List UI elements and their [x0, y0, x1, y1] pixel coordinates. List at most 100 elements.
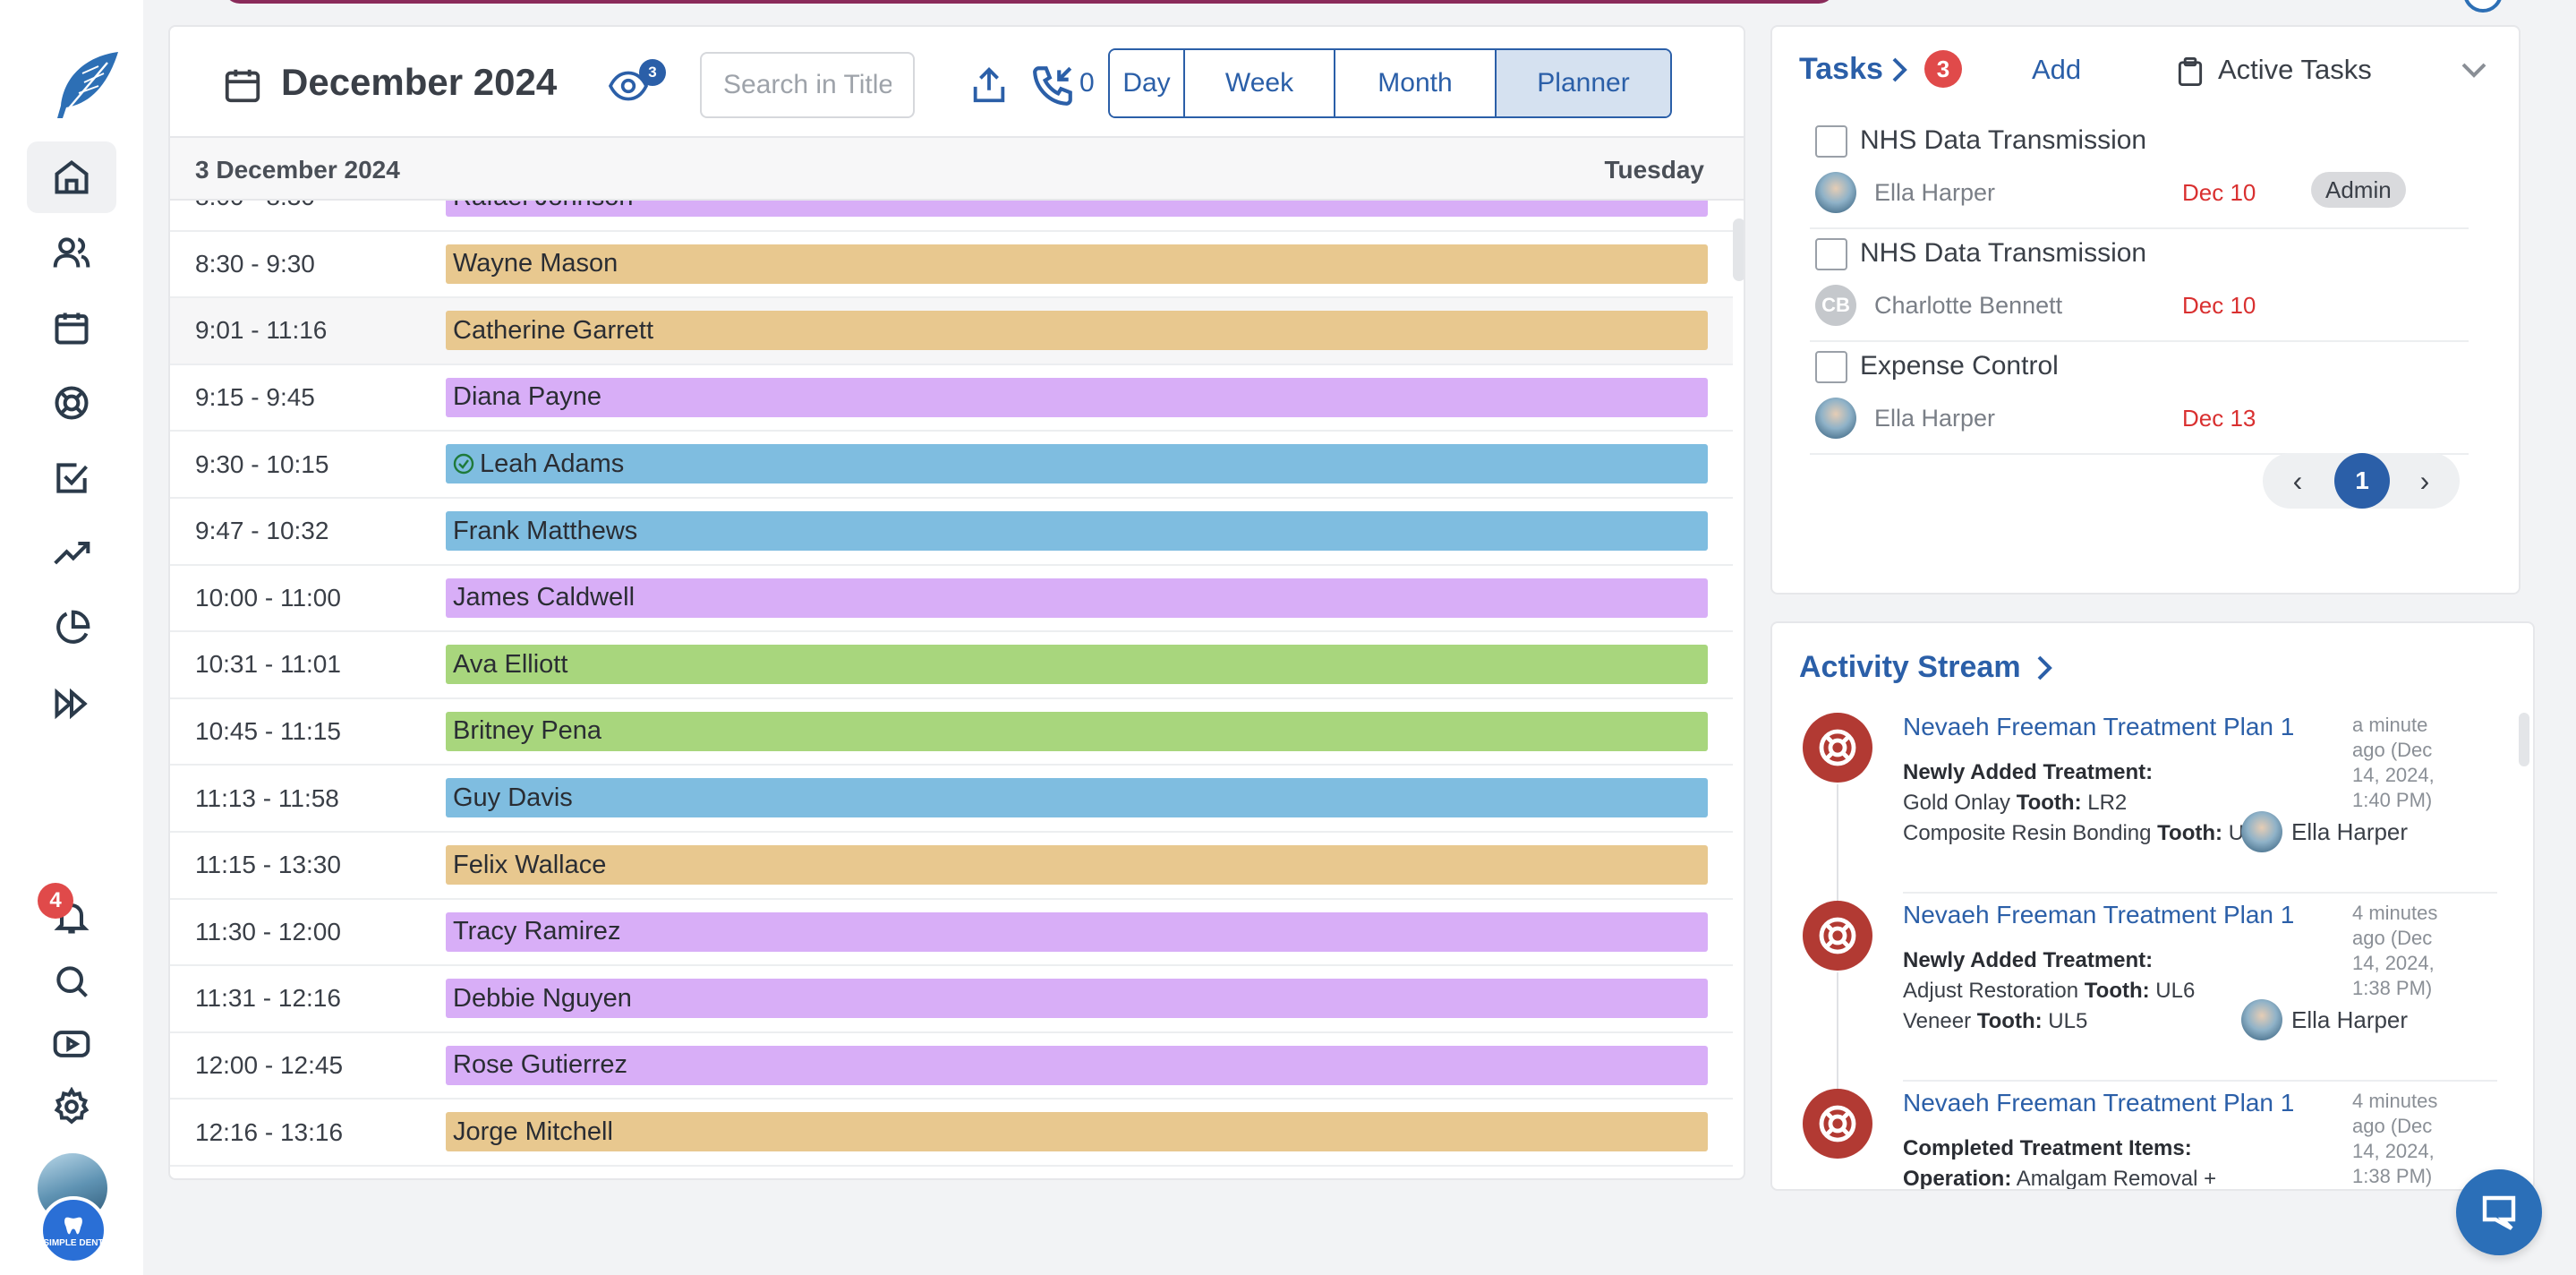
- divider: [1903, 892, 2497, 894]
- appointment-bar[interactable]: Jorge Mitchell: [446, 1112, 1708, 1152]
- page-number[interactable]: 1: [2334, 453, 2390, 509]
- activity-link[interactable]: Nevaeh Freeman Treatment Plan 1: [1903, 1089, 2295, 1117]
- nav-calendar[interactable]: [27, 292, 116, 364]
- activity-link[interactable]: Nevaeh Freeman Treatment Plan 1: [1903, 901, 2295, 928]
- appointment-row[interactable]: 8:00 - 8:30 Rafael Johnson: [170, 201, 1733, 232]
- appointment-row[interactable]: 11:13 - 11:58 Guy Davis: [170, 766, 1733, 833]
- appointment-bar[interactable]: James Caldwell: [446, 578, 1708, 618]
- chevron-left-icon[interactable]: ‹: [2292, 464, 2303, 497]
- appointment-bar[interactable]: Rafael Johnson: [446, 201, 1708, 217]
- task-name: NHS Data Transmission: [1860, 238, 2147, 268]
- appointment-row[interactable]: 9:47 - 10:32 Frank Matthews: [170, 499, 1733, 566]
- appointment-bar[interactable]: Tracy Ramirez: [446, 911, 1708, 952]
- task-checkbox[interactable]: [1815, 238, 1847, 270]
- chevron-right-icon[interactable]: [1890, 57, 1908, 82]
- chat-button[interactable]: [2456, 1169, 2542, 1255]
- chevron-right-icon[interactable]: ›: [2419, 464, 2430, 497]
- appointment-row[interactable]: 9:30 - 10:15 Leah Adams: [170, 432, 1733, 499]
- appointment-time: 9:15 - 9:45: [195, 383, 315, 412]
- patient-name: Jorge Mitchell: [453, 1117, 613, 1146]
- view-week-button[interactable]: Week: [1183, 50, 1334, 116]
- appointment-time: 9:01 - 11:16: [195, 316, 328, 345]
- view-planner-button[interactable]: Planner: [1495, 50, 1670, 116]
- appointment-bar[interactable]: Britney Pena: [446, 711, 1708, 751]
- appointment-row[interactable]: 10:31 - 11:01 Ava Elliott: [170, 632, 1733, 699]
- call-count: 0: [1079, 68, 1095, 98]
- task-item[interactable]: NHS Data Transmission Ella Harper Dec 10 Ad…: [1810, 116, 2469, 229]
- appointment-bar[interactable]: Debbie Nguyen: [446, 979, 1708, 1019]
- appointment-bar[interactable]: Guy Davis: [446, 778, 1708, 818]
- view-day-button[interactable]: Day: [1110, 50, 1183, 116]
- visible-count-badge: 3: [639, 59, 666, 86]
- users-icon: [53, 237, 90, 268]
- appointment-row[interactable]: 10:00 - 11:00 James Caldwell: [170, 566, 1733, 633]
- nav-support[interactable]: [27, 367, 116, 439]
- top-bar-fragment: [224, 0, 1835, 4]
- nav-videos[interactable]: [27, 1008, 116, 1080]
- trending-icon: [54, 541, 90, 565]
- eye-icon[interactable]: [609, 68, 648, 104]
- task-checkbox[interactable]: [1815, 351, 1847, 383]
- appointment-row[interactable]: 11:31 - 12:16 Debbie Nguyen: [170, 966, 1733, 1033]
- appointment-time: 11:13 - 11:58: [195, 783, 339, 812]
- appointment-bar[interactable]: Wayne Mason: [446, 244, 1708, 284]
- view-month-button[interactable]: Month: [1334, 50, 1495, 116]
- appointment-row[interactable]: 12:00 - 12:45 Rose Gutierrez: [170, 1033, 1733, 1100]
- appointment-bar[interactable]: Ava Elliott: [446, 645, 1708, 685]
- appointment-time: 11:30 - 12:00: [195, 917, 341, 946]
- activity-time: a minute ago (Dec 14, 2024, 1:40 PM): [2352, 714, 2435, 811]
- upload-icon[interactable]: [968, 64, 1010, 106]
- appointment-bar[interactable]: Catherine Garrett: [446, 311, 1708, 351]
- appointment-row[interactable]: 12:16 - 13:16 Jorge Mitchell: [170, 1100, 1733, 1167]
- nav-analytics[interactable]: [27, 593, 116, 664]
- task-item[interactable]: NHS Data Transmission CB Charlotte Bennett…: [1810, 229, 2469, 342]
- nav-home[interactable]: [27, 141, 116, 213]
- chevron-down-icon[interactable]: [2461, 61, 2486, 79]
- appointment-row[interactable]: 9:01 - 11:16 Catherine Garrett: [170, 298, 1733, 365]
- patient-name: Leah Adams: [480, 449, 625, 478]
- calendar-header: December 2024 3 0 Day Week Month Planner: [170, 27, 1744, 136]
- chevron-right-icon[interactable]: [2035, 655, 2053, 680]
- task-checkbox[interactable]: [1815, 125, 1847, 158]
- calendar-scrollbar[interactable]: [1733, 218, 1744, 281]
- patient-name: Felix Wallace: [453, 850, 607, 879]
- task-pagination: ‹ 1 ›: [2263, 453, 2460, 509]
- tasks-title[interactable]: Tasks: [1799, 52, 1883, 86]
- activity-link[interactable]: Nevaeh Freeman Treatment Plan 1: [1903, 713, 2295, 740]
- timeline-line: [1837, 784, 1838, 901]
- search-input[interactable]: [700, 52, 915, 118]
- appointment-row[interactable]: 8:30 - 9:30 Wayne Mason: [170, 232, 1733, 299]
- activity-title[interactable]: Activity Stream: [1799, 650, 2021, 684]
- nav-tasks[interactable]: [27, 442, 116, 514]
- appointment-row[interactable]: 11:15 - 13:30 Felix Wallace: [170, 833, 1733, 900]
- appointment-bar[interactable]: Diana Payne: [446, 377, 1708, 417]
- activity-panel: Activity Stream Nevaeh Freeman Treatment…: [1770, 621, 2535, 1191]
- nav-search[interactable]: [27, 946, 116, 1017]
- task-item[interactable]: Expense Control Ella Harper Dec 13: [1810, 342, 2469, 455]
- incoming-call-icon[interactable]: [1031, 63, 1076, 107]
- day-header: 3 December 2024 Tuesday: [170, 136, 1744, 201]
- appointment-row[interactable]: 10:45 - 11:15 Britney Pena: [170, 699, 1733, 766]
- patient-name: Frank Matthews: [453, 516, 638, 545]
- nav-reports[interactable]: [27, 518, 116, 589]
- activity-item: Nevaeh Freeman Treatment Plan 1 a minute …: [1803, 713, 2501, 901]
- fast-forward-icon: [55, 688, 88, 720]
- add-task-button[interactable]: Add: [2032, 54, 2082, 85]
- task-due-date: Dec 10: [2182, 292, 2256, 319]
- activity-scrollbar[interactable]: [2519, 713, 2529, 766]
- activity-heading: Completed Treatment Items:: [1903, 1136, 2192, 1160]
- nav-users[interactable]: [27, 217, 116, 288]
- appointment-bar[interactable]: Rose Gutierrez: [446, 1045, 1708, 1085]
- nav-settings[interactable]: [27, 1071, 116, 1142]
- appointment-bar[interactable]: Leah Adams: [446, 444, 1708, 484]
- task-tag: Admin: [2311, 172, 2406, 208]
- patient-name: Britney Pena: [453, 716, 602, 746]
- task-filter-select[interactable]: Active Tasks: [2218, 54, 2372, 85]
- appointment-bar[interactable]: Frank Matthews: [446, 511, 1708, 551]
- gear-icon: [54, 1087, 90, 1125]
- feather-logo-icon: [57, 52, 118, 118]
- nav-forward[interactable]: [27, 668, 116, 740]
- appointment-row[interactable]: 9:15 - 9:45 Diana Payne: [170, 365, 1733, 432]
- appointment-bar[interactable]: Felix Wallace: [446, 845, 1708, 885]
- appointment-row[interactable]: 11:30 - 12:00 Tracy Ramirez: [170, 900, 1733, 967]
